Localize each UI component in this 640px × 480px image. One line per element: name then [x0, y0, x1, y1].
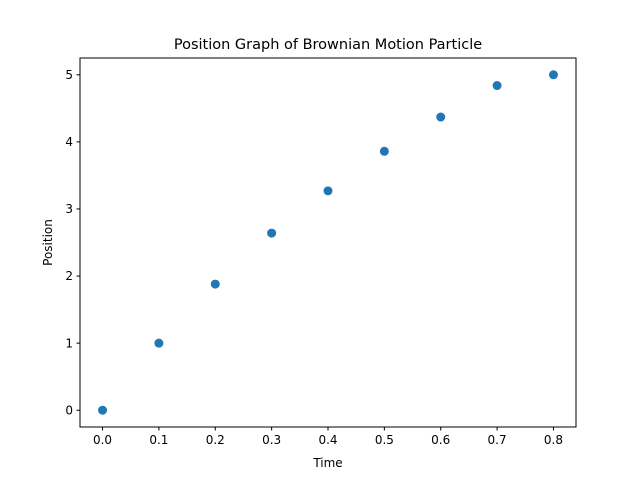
y-tick-label: 5	[65, 68, 73, 82]
x-tick-label: 0.7	[488, 433, 507, 447]
y-axis-label: Position	[41, 219, 55, 266]
y-tick-label: 1	[65, 336, 73, 350]
x-axis-label: Time	[312, 456, 342, 470]
scatter-point	[267, 228, 277, 238]
x-tick-label: 0.4	[318, 433, 337, 447]
x-tick-label: 0.6	[431, 433, 450, 447]
scatter-point	[379, 146, 389, 156]
x-axis-ticks: 0.0 0.1 0.2 0.3 0.4 0.5 0.6 0.7 0.8	[93, 427, 563, 447]
data-points	[98, 70, 558, 415]
y-tick-label: 0	[65, 403, 73, 417]
plot-frame	[79, 57, 577, 428]
x-tick-label: 0.1	[149, 433, 168, 447]
x-tick-label: 0.0	[93, 433, 112, 447]
x-tick-label: 0.2	[206, 433, 225, 447]
scatter-point	[98, 405, 108, 415]
x-tick-label: 0.8	[544, 433, 563, 447]
x-tick-label: 0.5	[375, 433, 394, 447]
scatter-point	[548, 70, 558, 80]
scatter-point	[436, 112, 446, 122]
scatter-point	[492, 81, 502, 91]
x-tick-label: 0.3	[262, 433, 281, 447]
chart-title: Position Graph of Brownian Motion Partic…	[174, 37, 482, 53]
scatter-point	[210, 279, 220, 289]
y-tick-label: 4	[65, 135, 73, 149]
y-tick-label: 3	[65, 202, 73, 216]
y-axis-ticks: 0 1 2 3 4 5	[65, 68, 80, 417]
y-tick-label: 2	[65, 269, 73, 283]
scatter-point	[154, 338, 164, 348]
scatter-point	[323, 186, 333, 196]
